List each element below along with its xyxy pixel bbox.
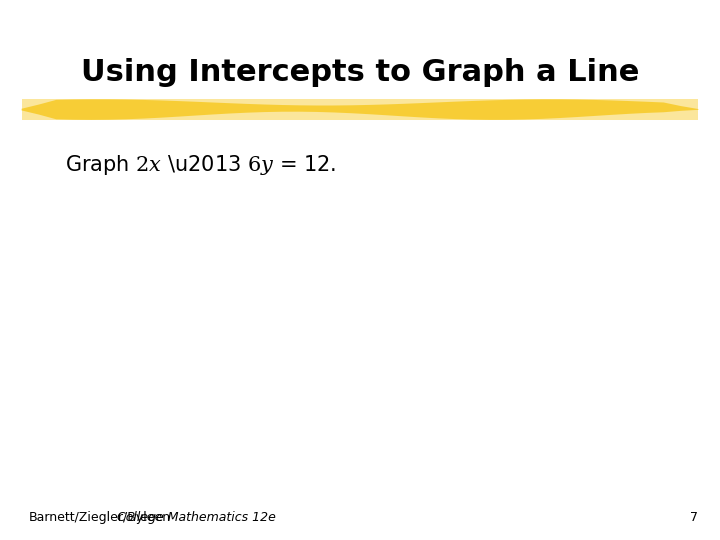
Text: Graph $2x$ \u2013 $6y$ = 12.: Graph $2x$ \u2013 $6y$ = 12. [65, 153, 336, 177]
Text: Using Intercepts to Graph a Line: Using Intercepts to Graph a Line [81, 58, 639, 87]
FancyBboxPatch shape [22, 99, 698, 120]
Text: Barnett/Ziegler/Byleen: Barnett/Ziegler/Byleen [29, 511, 171, 524]
Polygon shape [22, 99, 698, 120]
Text: College Mathematics 12e: College Mathematics 12e [117, 511, 276, 524]
Text: 7: 7 [690, 511, 698, 524]
